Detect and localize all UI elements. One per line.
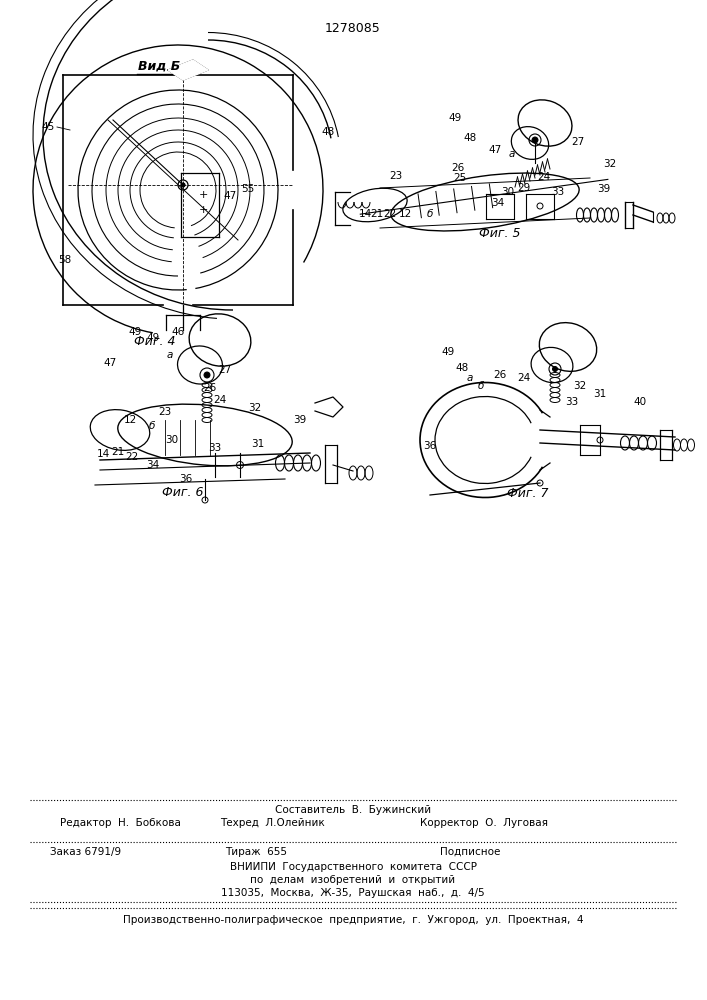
Text: б: б — [427, 209, 433, 219]
Text: Вид Б: Вид Б — [138, 60, 180, 73]
Text: 48: 48 — [463, 133, 477, 143]
Text: Подписное: Подписное — [440, 847, 501, 857]
Text: 27: 27 — [571, 137, 585, 147]
Text: 24: 24 — [537, 172, 551, 182]
Text: a: a — [167, 350, 173, 360]
Text: Фиг. 7: Фиг. 7 — [507, 487, 549, 500]
Circle shape — [181, 183, 185, 187]
Text: 14: 14 — [358, 209, 372, 219]
Text: 36: 36 — [423, 441, 437, 451]
Text: 47: 47 — [103, 358, 117, 368]
Text: 55: 55 — [241, 184, 255, 194]
Text: 30: 30 — [501, 187, 515, 197]
Text: 32: 32 — [248, 403, 262, 413]
Text: 30: 30 — [165, 435, 179, 445]
Text: 1278085: 1278085 — [325, 21, 381, 34]
Text: Фиг. 6: Фиг. 6 — [162, 486, 204, 499]
Text: 34: 34 — [146, 460, 160, 470]
Text: 47: 47 — [489, 145, 502, 155]
Text: 33: 33 — [551, 187, 565, 197]
Text: 46: 46 — [171, 327, 185, 337]
Circle shape — [552, 366, 558, 371]
Circle shape — [204, 372, 210, 378]
Text: 48: 48 — [322, 127, 334, 137]
Text: Фиг. 4: Фиг. 4 — [134, 335, 176, 348]
Text: 12: 12 — [124, 415, 136, 425]
Text: 36: 36 — [180, 474, 192, 484]
Text: +: + — [198, 190, 208, 200]
Text: Фиг. 5: Фиг. 5 — [479, 227, 521, 240]
Text: 39: 39 — [293, 415, 307, 425]
Text: 34: 34 — [491, 198, 505, 208]
Text: 31: 31 — [252, 439, 264, 449]
Text: Корректор  О.  Луговая: Корректор О. Луговая — [420, 818, 548, 828]
Text: 22: 22 — [125, 452, 139, 462]
Text: 26: 26 — [204, 383, 216, 393]
Text: 14: 14 — [96, 449, 110, 459]
Text: 49: 49 — [146, 333, 160, 343]
Text: 12: 12 — [398, 209, 411, 219]
Text: 32: 32 — [573, 381, 587, 391]
Text: 58: 58 — [59, 255, 71, 265]
Text: Заказ 6791/9: Заказ 6791/9 — [50, 847, 121, 857]
Polygon shape — [168, 60, 208, 80]
Text: 29: 29 — [518, 183, 531, 193]
Text: 23: 23 — [390, 171, 402, 181]
Text: 31: 31 — [593, 389, 607, 399]
Text: 24: 24 — [518, 373, 531, 383]
Text: Производственно-полиграфическое  предприятие,  г.  Ужгород,  ул.  Проектная,  4: Производственно-полиграфическое предприя… — [123, 915, 583, 925]
Text: 45: 45 — [42, 122, 54, 132]
Text: б: б — [148, 421, 156, 431]
Text: 49: 49 — [441, 347, 455, 357]
Text: 26: 26 — [451, 163, 464, 173]
Text: 24: 24 — [214, 395, 227, 405]
Text: 40: 40 — [633, 397, 647, 407]
Text: 33: 33 — [209, 443, 221, 453]
Text: 25: 25 — [453, 173, 467, 183]
Text: 26: 26 — [493, 370, 507, 380]
Text: a: a — [467, 373, 473, 383]
Text: 23: 23 — [158, 407, 172, 417]
Text: 21: 21 — [112, 447, 124, 457]
Circle shape — [532, 137, 538, 143]
Text: б: б — [478, 381, 484, 391]
Text: Тираж  655: Тираж 655 — [225, 847, 287, 857]
Text: ВНИИПИ  Государственного  комитета  СССР: ВНИИПИ Государственного комитета СССР — [230, 862, 477, 872]
Text: 33: 33 — [566, 397, 578, 407]
Text: 48: 48 — [455, 363, 469, 373]
Text: 21: 21 — [370, 209, 384, 219]
Text: по  делам  изобретений  и  открытий: по делам изобретений и открытий — [250, 875, 455, 885]
Text: 32: 32 — [603, 159, 617, 169]
Text: 22: 22 — [383, 209, 397, 219]
Text: Составитель  В.  Бужинский: Составитель В. Бужинский — [275, 805, 431, 815]
Text: Редактор  Н.  Бобкова: Редактор Н. Бобкова — [60, 818, 181, 828]
Text: 47: 47 — [223, 191, 237, 201]
Text: 113035,  Москва,  Ж-35,  Раушская  наб.,  д.  4/5: 113035, Москва, Ж-35, Раушская наб., д. … — [221, 888, 485, 898]
Text: 39: 39 — [597, 184, 611, 194]
Text: 49: 49 — [129, 327, 141, 337]
Text: 49: 49 — [448, 113, 462, 123]
Text: a: a — [509, 149, 515, 159]
Text: Техред  Л.Олейник: Техред Л.Олейник — [220, 818, 325, 828]
Text: 27: 27 — [218, 365, 232, 375]
Text: +: + — [198, 205, 208, 215]
